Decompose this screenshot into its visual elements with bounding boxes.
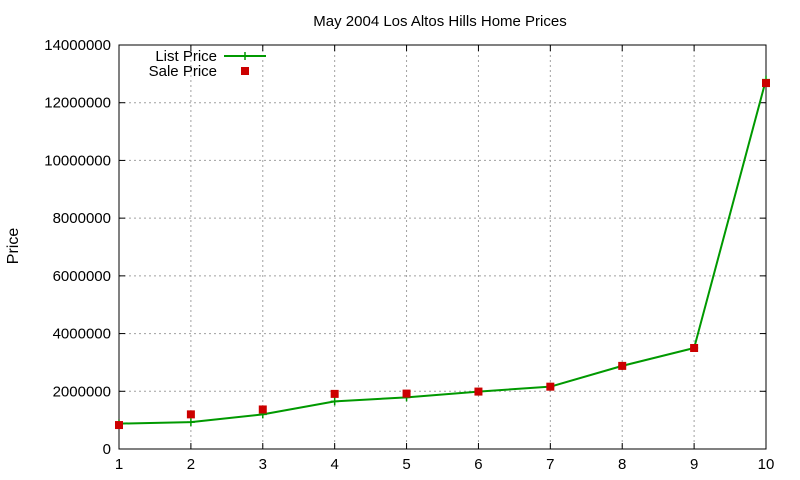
series-sale-price [115,79,770,430]
y-tick-label: 14000000 [44,37,111,54]
y-tick-label: 2000000 [53,383,111,400]
plot-frame [118,44,767,450]
x-tick-label: 7 [546,456,554,473]
sale-price-point [546,382,555,391]
sale-price-point [474,387,483,396]
legend: List Price Sale Price [149,48,266,80]
legend-plus-marker [241,52,249,60]
legend-marker-list-price [241,52,249,60]
list-price-point [186,418,195,427]
legend-label-list-price: List Price [155,48,217,65]
sale-price-point [762,79,770,88]
sale-price-point [115,421,123,430]
sale-price-point [690,344,699,352]
y-tick-label: 8000000 [53,210,111,227]
y-tick-label: 10000000 [44,152,111,169]
sale-price-point [258,405,267,414]
chart-title: May 2004 Los Altos Hills Home Prices [313,13,566,30]
x-tick-label: 8 [618,456,626,473]
y-axis-label: Price [5,228,22,265]
x-tick-label: 5 [402,456,410,473]
x-tick-label: 1 [115,456,123,473]
legend-label-sale-price: Sale Price [149,63,217,80]
sale-price-point [186,410,195,419]
sale-price-point [330,389,339,398]
x-tick-label: 4 [330,456,338,473]
x-tick-label: 3 [259,456,267,473]
list-price-line [118,79,767,425]
x-tick-label: 10 [758,456,775,473]
legend-marker-sale-price [241,67,249,75]
list-price-point [330,397,339,406]
x-tick-label: 2 [187,456,195,473]
sale-price-point [618,361,627,370]
y-tick-label: 4000000 [53,326,111,343]
x-tick-label: 9 [690,456,698,473]
y-tick-label: 0 [103,441,111,458]
grid-lines [119,45,766,449]
x-tick-label: 6 [474,456,482,473]
y-tick-label: 6000000 [53,268,111,285]
sale-price-point [402,389,411,398]
y-tick-label: 12000000 [44,95,111,112]
series-list-price [115,75,770,428]
axis-ticks: 0 2000000 4000000 6000000 8000000 10000000 120… [44,37,774,473]
